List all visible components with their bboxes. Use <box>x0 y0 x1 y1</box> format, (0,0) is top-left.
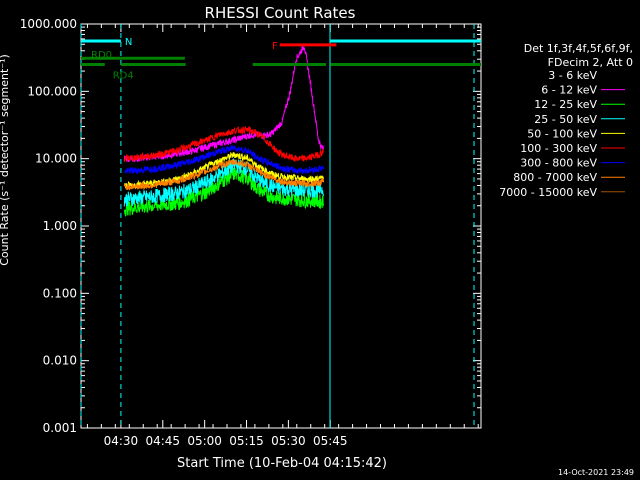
x-tick-label: 05:15 <box>229 434 264 448</box>
chart-title: RHESSI Count Rates <box>205 4 356 22</box>
legend-header: Det 1f,3f,4f,5f,6f,9f, <box>524 42 633 55</box>
x-tick-label: 04:30 <box>104 434 139 448</box>
legend-entry-label: 100 - 300 keV <box>520 142 597 155</box>
state-bar-label: RD4 <box>113 71 134 82</box>
series-line <box>123 125 325 163</box>
plot-area: 0.001 0.010 0.100 1.000 10.000 100.000 1000.00… <box>20 17 482 448</box>
legend-entry-label: 6 - 12 keV <box>541 84 597 97</box>
legend-entry-label: 800 - 7000 keV <box>513 171 597 184</box>
y-tick-label: 100.000 <box>27 84 77 98</box>
state-bar-label: F <box>272 41 278 52</box>
legend-entry-label: 3 - 6 keV <box>548 69 597 82</box>
y-tick-label: 10.000 <box>35 152 77 166</box>
series-line <box>123 151 325 190</box>
state-bar-label: RD0 <box>91 50 112 61</box>
y-tick-label: 0.100 <box>43 286 77 300</box>
legend-entry-label: 7000 - 15000 keV <box>499 186 597 199</box>
x-axis-label: Start Time (10-Feb-04 04:15:42) <box>177 456 387 471</box>
timestamp: 14-Oct-2021 23:49 <box>558 468 634 477</box>
x-tick-label: 04:45 <box>145 434 180 448</box>
y-tick-label: 1000.000 <box>20 17 77 31</box>
legend-entry-label: 50 - 100 keV <box>527 127 597 140</box>
y-tick-label: 1.000 <box>43 219 77 233</box>
x-tick-label: 05:30 <box>271 434 306 448</box>
state-bar-label: N <box>125 37 132 48</box>
series-line <box>123 45 325 163</box>
legend-header: FDecim 2, Att 0 <box>548 56 633 69</box>
legend: Det 1f,3f,4f,5f,6f,9f,FDecim 2, Att 03 -… <box>499 42 633 199</box>
x-tick-label: 05:00 <box>187 434 222 448</box>
y-axis-label: Count Rate (s⁻¹ detector⁻¹ segment⁻¹) <box>0 54 11 266</box>
legend-entry-label: 300 - 800 keV <box>520 157 597 170</box>
y-tick-label: 0.001 <box>43 421 77 435</box>
series-line <box>123 167 325 217</box>
legend-entry-label: 25 - 50 keV <box>534 113 597 126</box>
legend-entry-label: 12 - 25 keV <box>534 98 597 111</box>
series-line <box>124 145 325 175</box>
y-tick-label: 0.010 <box>43 354 77 368</box>
series-line <box>123 159 325 191</box>
x-tick-label: 05:45 <box>313 434 348 448</box>
